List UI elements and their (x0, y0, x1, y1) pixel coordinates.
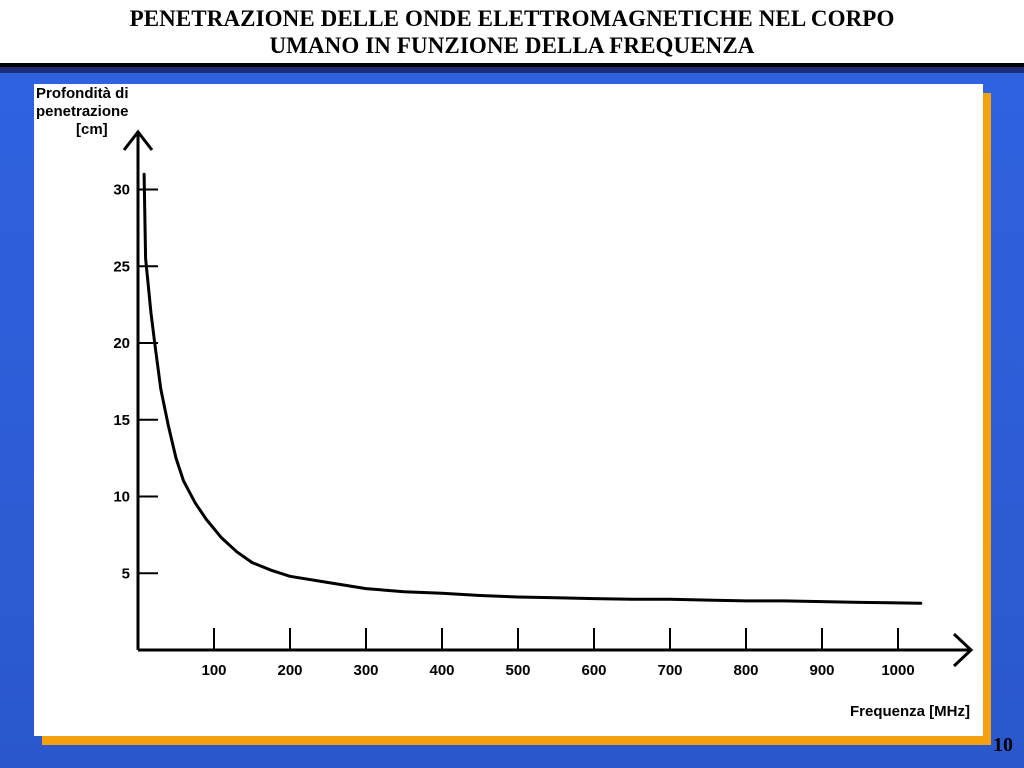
penetration-chart: 5 10 15 20 25 30 100 200 300 400 500 600 700 800 900 10… (36, 85, 974, 720)
y-tick-label: 5 (122, 565, 130, 582)
slide-title-line-2: UMANO IN FUNZIONE DELLA FREQUENZA (269, 32, 755, 58)
y-tick-label: 25 (113, 258, 130, 275)
y-tick-label: 10 (113, 489, 130, 506)
x-tick-label: 400 (429, 662, 454, 679)
x-tick-label: 700 (657, 662, 682, 679)
x-tick-label: 800 (733, 662, 758, 679)
y-axis-title-line-1: Profondità di (36, 85, 129, 102)
x-tick-label: 100 (201, 662, 226, 679)
y-tick-label: 20 (113, 335, 130, 352)
y-tick-label: 30 (113, 182, 130, 199)
penetration-curve (142, 172, 923, 605)
x-tick-label: 200 (277, 662, 302, 679)
chart-panel: 5 10 15 20 25 30 100 200 300 400 500 600 700 800 900 10… (34, 84, 983, 736)
x-tick-label: 1000 (881, 662, 914, 679)
y-axis-title-line-3: [cm] (76, 121, 108, 138)
y-tick-label: 15 (113, 412, 130, 429)
slide-title-line-1: PENETRAZIONE DELLE ONDE ELETTROMAGNETICH… (129, 5, 895, 31)
slide-title: PENETRAZIONE DELLE ONDE ELETTROMAGNETICH… (0, 0, 1024, 67)
title-shadow (0, 67, 1024, 73)
y-axis-title-line-2: penetrazione (36, 103, 129, 120)
x-axis-title: Frequenza [MHz] (850, 703, 970, 720)
x-tick-label: 300 (353, 662, 378, 679)
x-axis-arrow (952, 632, 974, 668)
page-number: 10 (993, 734, 1013, 756)
x-tick-label: 600 (581, 662, 606, 679)
x-tick-label: 900 (809, 662, 834, 679)
y-axis-arrow (122, 129, 154, 151)
x-tick-label: 500 (505, 662, 530, 679)
